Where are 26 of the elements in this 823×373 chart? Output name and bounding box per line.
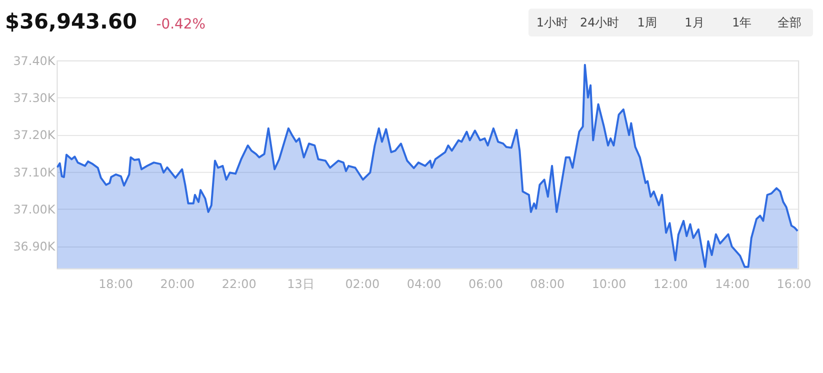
chart-subtitle: -0.42%	[156, 16, 206, 33]
y-tick-label: 37.20K	[13, 128, 56, 142]
x-tick-label: 18:00	[98, 276, 133, 291]
x-tick-label: 06:00	[468, 276, 503, 291]
text: 1月	[684, 16, 704, 30]
x-tick-label: 04:00	[406, 276, 442, 291]
x-tick-label: 13日	[287, 276, 314, 291]
x-tick-label: 10:00	[592, 276, 626, 291]
text: 1小时	[536, 16, 568, 30]
text: 全部	[777, 16, 802, 30]
y-tick-label: 37.40K	[13, 54, 56, 68]
chart-title: $36,943.60	[4, 10, 138, 34]
x-tick-label: 14:00	[715, 276, 750, 291]
x-tick-label: 08:00	[530, 276, 565, 291]
text: 1周	[637, 16, 657, 30]
text: 1年	[732, 16, 752, 30]
y-tick-label: 37.10K	[13, 165, 56, 180]
text: 24小时	[580, 16, 620, 30]
x-tick-label: 12:00	[653, 276, 688, 291]
x-tick-label: 20:00	[160, 276, 195, 291]
x-tick-label: 22:00	[222, 276, 256, 291]
y-tick-label: 37.00K	[13, 202, 56, 216]
x-tick-label: 02:00	[345, 276, 380, 291]
x-tick-label: 16:00	[776, 276, 812, 291]
y-tick-label: 36.90K	[13, 240, 56, 254]
y-tick-label: 37.30K	[13, 91, 56, 106]
